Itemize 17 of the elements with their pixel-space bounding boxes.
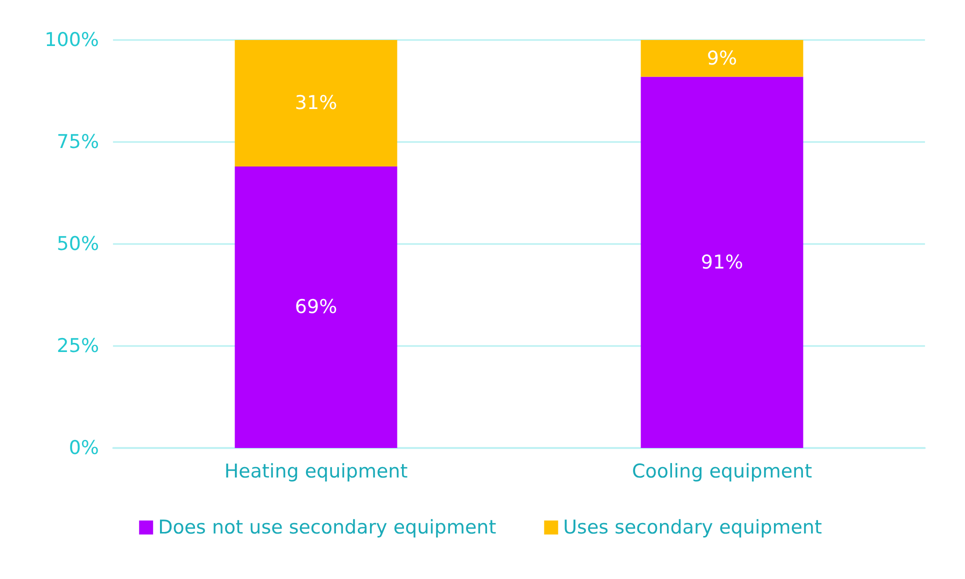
y-tick-label: 50% [56,233,99,255]
bar [640,76,804,448]
y-tick-label: 25% [56,335,99,357]
data-label: 9% [706,47,738,70]
data-label: 91% [700,251,744,274]
y-tick-label: 75% [56,131,99,153]
y-tick-label: 100% [44,29,99,51]
bar [234,40,398,166]
y-tick-label: 0% [68,437,99,459]
x-tick-label: Heating equipment [224,460,408,482]
legend-label: Does not use secondary equipment [158,516,496,538]
x-tick-label: Cooling equipment [632,460,812,482]
data-label: 31% [294,92,338,114]
data-label: 69% [294,296,338,318]
bar [640,40,804,77]
bar [234,166,398,448]
legend-label: Uses secondary equipment [563,516,822,538]
